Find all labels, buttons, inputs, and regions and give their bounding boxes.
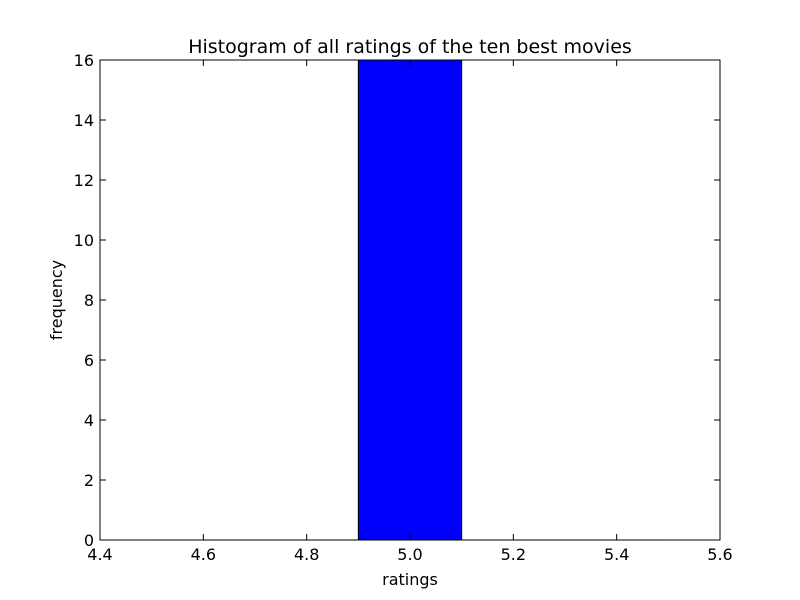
x-tick-label: 5.6	[707, 545, 732, 564]
x-tick-label: 5.2	[501, 545, 526, 564]
x-tick-label: 5.4	[604, 545, 629, 564]
y-tick-label: 14	[74, 111, 94, 130]
x-axis-label: ratings	[382, 570, 438, 589]
x-tick-label: 5.0	[397, 545, 422, 564]
y-tick-label: 6	[84, 351, 94, 370]
y-tick-label: 2	[84, 471, 94, 490]
y-tick-label: 8	[84, 291, 94, 310]
y-tick-label: 16	[74, 51, 94, 70]
y-tick-label: 4	[84, 411, 94, 430]
y-tick-label: 12	[74, 171, 94, 190]
histogram-bars	[151, 59, 669, 541]
chart-title: Histogram of all ratings of the ten best…	[188, 36, 632, 58]
plot-frame	[99, 59, 721, 541]
x-tick-label: 4.6	[191, 545, 216, 564]
axis-ticks: 4.4 4.6 4.8 5.0 5.2 5.4 5.6 0 2 4 6 8 10 12 14 16	[74, 51, 733, 564]
y-tick-label: 0	[84, 531, 94, 550]
x-tick-label: 4.8	[294, 545, 319, 564]
y-axis-label: frequency	[47, 260, 66, 340]
x-tick-label: 4.4	[87, 545, 112, 564]
histogram-bar	[357, 59, 463, 541]
y-tick-label: 10	[74, 231, 94, 250]
